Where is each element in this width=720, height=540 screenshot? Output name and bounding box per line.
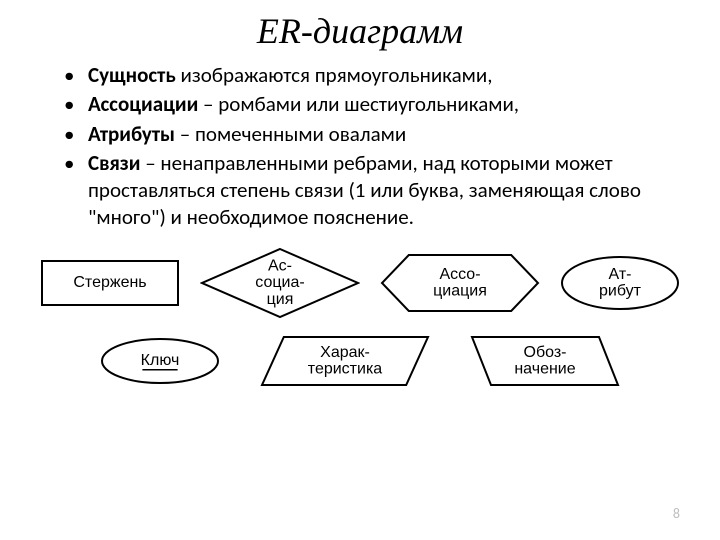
shape-label: ция [267, 291, 294, 308]
shape-label: Ас- [268, 257, 292, 274]
shape-label: циация [433, 282, 487, 299]
shape-trapezoid-right: Обоз-начение [470, 335, 620, 387]
shapes-row-2: Ключ Харак-теристика Обоз-начение [40, 335, 680, 387]
page-title: ER-диаграмм [40, 10, 680, 52]
shapes-row-1: Стержень Ас-социа-ция Ассо-циация Ат-рибут [40, 247, 680, 319]
page-number: 8 [673, 505, 680, 522]
bullet-text: – ненаправленными ребрами, над которыми … [88, 150, 641, 231]
bullet-bold: Ассоциации [88, 91, 198, 117]
shape-diamond: Ас-социа-ция [200, 247, 360, 319]
bullet-text: – ромбами или шестиугольниками, [198, 91, 519, 117]
bullet-list: Сущность изображаются прямоугольниками, … [40, 62, 680, 232]
bullet-bold: Связи [88, 150, 140, 176]
shape-ellipse-underlined: Ключ [100, 337, 220, 385]
shape-label: Харак- [320, 344, 370, 361]
bullet-link: Связи – ненаправленными ребрами, над кот… [70, 150, 680, 232]
shape-label: Ассо- [439, 266, 480, 283]
shape-rect: Стержень [40, 259, 180, 307]
shapes-container: СтерженьАс-социа-цияАссо-циацияАт-рибут … [40, 247, 680, 387]
shape-label: начение [514, 360, 575, 377]
bullet-bold: Сущность [88, 62, 176, 88]
shape-trapezoid-left: Харак-теристика [260, 335, 430, 387]
bullet-association: Ассоциации – ромбами или шестиугольникам… [70, 91, 680, 118]
shape-label: теристика [308, 360, 383, 377]
shape-label: рибут [599, 282, 642, 299]
shape-label: Обоз- [524, 344, 567, 361]
shape-label: социа- [255, 274, 304, 291]
shape-hexagon: Ассо-циация [380, 253, 540, 313]
bullet-text: изображаются прямоугольниками, [176, 62, 493, 88]
bullet-bold: Атрибуты [88, 121, 175, 147]
shape-label: Стержень [73, 274, 146, 291]
shape-label: Ключ [141, 352, 180, 369]
bullet-attribute: Атрибуты – помеченными овалами [70, 121, 680, 148]
shape-ellipse: Ат-рибут [560, 255, 680, 311]
bullet-text: – помеченными овалами [175, 121, 406, 147]
bullet-entity: Сущность изображаются прямоугольниками, [70, 62, 680, 89]
shape-label: Ат- [609, 266, 632, 283]
